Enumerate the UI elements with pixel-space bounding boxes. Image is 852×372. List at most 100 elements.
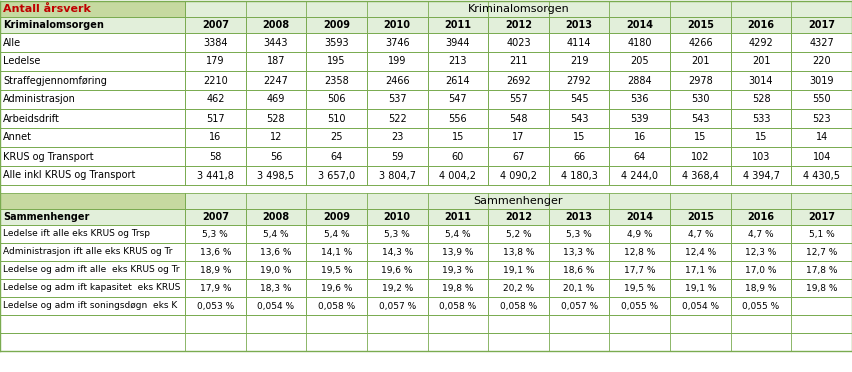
Bar — [428, 297, 488, 315]
Text: 5,3 %: 5,3 % — [203, 230, 228, 238]
Bar — [609, 243, 670, 261]
Text: 2016: 2016 — [747, 212, 774, 222]
Bar — [670, 90, 731, 109]
Bar — [609, 225, 670, 243]
Text: 13,9 %: 13,9 % — [442, 247, 474, 257]
Bar — [367, 90, 428, 109]
Text: 533: 533 — [751, 113, 770, 124]
Bar — [0, 333, 852, 351]
Bar — [609, 128, 670, 147]
Text: 14: 14 — [815, 132, 828, 142]
Text: 5,1 %: 5,1 % — [809, 230, 835, 238]
Bar — [367, 128, 428, 147]
Bar — [792, 225, 852, 243]
Bar — [609, 52, 670, 71]
Bar — [306, 128, 367, 147]
Bar — [367, 147, 428, 166]
Text: 4 004,2: 4 004,2 — [440, 170, 476, 180]
Bar — [731, 128, 792, 147]
Text: Administrasjon ift alle eks KRUS og Tr: Administrasjon ift alle eks KRUS og Tr — [3, 247, 172, 257]
Bar — [609, 109, 670, 128]
Bar — [609, 279, 670, 297]
Text: 5,4 %: 5,4 % — [445, 230, 470, 238]
Bar — [245, 225, 306, 243]
Bar — [428, 17, 488, 33]
Bar — [792, 109, 852, 128]
Bar — [549, 225, 609, 243]
Bar — [367, 17, 428, 33]
Text: 2247: 2247 — [263, 76, 288, 86]
Text: 15: 15 — [694, 132, 706, 142]
Bar — [245, 243, 306, 261]
Text: 2012: 2012 — [505, 20, 532, 30]
Bar — [792, 297, 852, 315]
Text: 2884: 2884 — [627, 76, 652, 86]
Text: 12,3 %: 12,3 % — [746, 247, 777, 257]
Text: 2978: 2978 — [688, 76, 713, 86]
Bar — [428, 33, 488, 52]
Bar — [185, 52, 245, 71]
Text: 60: 60 — [452, 151, 464, 161]
Text: 0,058 %: 0,058 % — [440, 301, 476, 311]
Bar — [0, 33, 185, 52]
Bar — [0, 52, 185, 71]
Bar — [670, 166, 731, 185]
Text: 104: 104 — [813, 151, 831, 161]
Bar — [488, 109, 549, 128]
Text: 4,7 %: 4,7 % — [748, 230, 774, 238]
Bar — [670, 147, 731, 166]
Bar — [245, 279, 306, 297]
Bar — [428, 147, 488, 166]
Text: 2008: 2008 — [262, 212, 290, 222]
Text: 5,3 %: 5,3 % — [567, 230, 592, 238]
Text: 64: 64 — [331, 151, 343, 161]
Bar — [549, 52, 609, 71]
Text: 187: 187 — [267, 57, 285, 67]
Bar — [731, 279, 792, 297]
Bar — [609, 147, 670, 166]
Text: 13,8 %: 13,8 % — [503, 247, 534, 257]
Text: KRUS og Transport: KRUS og Transport — [3, 151, 94, 161]
Bar — [488, 128, 549, 147]
Text: 4 244,0: 4 244,0 — [621, 170, 659, 180]
Bar — [731, 225, 792, 243]
Text: 219: 219 — [570, 57, 589, 67]
Text: 19,8 %: 19,8 % — [806, 283, 838, 292]
Text: 2792: 2792 — [567, 76, 591, 86]
Bar — [0, 90, 185, 109]
Bar — [488, 71, 549, 90]
Text: 19,5 %: 19,5 % — [624, 283, 655, 292]
Text: 547: 547 — [448, 94, 467, 105]
Bar — [670, 71, 731, 90]
Bar — [185, 243, 245, 261]
Bar — [488, 297, 549, 315]
Bar — [792, 279, 852, 297]
Bar — [185, 33, 245, 52]
Text: 528: 528 — [751, 94, 770, 105]
Bar — [549, 147, 609, 166]
Bar — [185, 71, 245, 90]
Bar — [367, 109, 428, 128]
Text: 2011: 2011 — [445, 212, 471, 222]
Text: 0,053 %: 0,053 % — [197, 301, 234, 311]
Bar — [0, 209, 185, 225]
Text: 67: 67 — [512, 151, 525, 161]
Bar — [609, 166, 670, 185]
Bar — [185, 166, 245, 185]
Text: Ledelse: Ledelse — [3, 57, 40, 67]
Text: 179: 179 — [206, 57, 225, 67]
Bar — [731, 147, 792, 166]
Bar — [306, 90, 367, 109]
Text: 18,9 %: 18,9 % — [199, 266, 231, 275]
Bar — [0, 243, 185, 261]
Bar — [185, 90, 245, 109]
Text: 66: 66 — [573, 151, 585, 161]
Bar — [488, 225, 549, 243]
Text: Alle: Alle — [3, 38, 21, 48]
Bar — [245, 71, 306, 90]
Text: 14,1 %: 14,1 % — [321, 247, 352, 257]
Bar — [792, 147, 852, 166]
Text: 4266: 4266 — [688, 38, 713, 48]
Bar — [488, 261, 549, 279]
Bar — [367, 261, 428, 279]
